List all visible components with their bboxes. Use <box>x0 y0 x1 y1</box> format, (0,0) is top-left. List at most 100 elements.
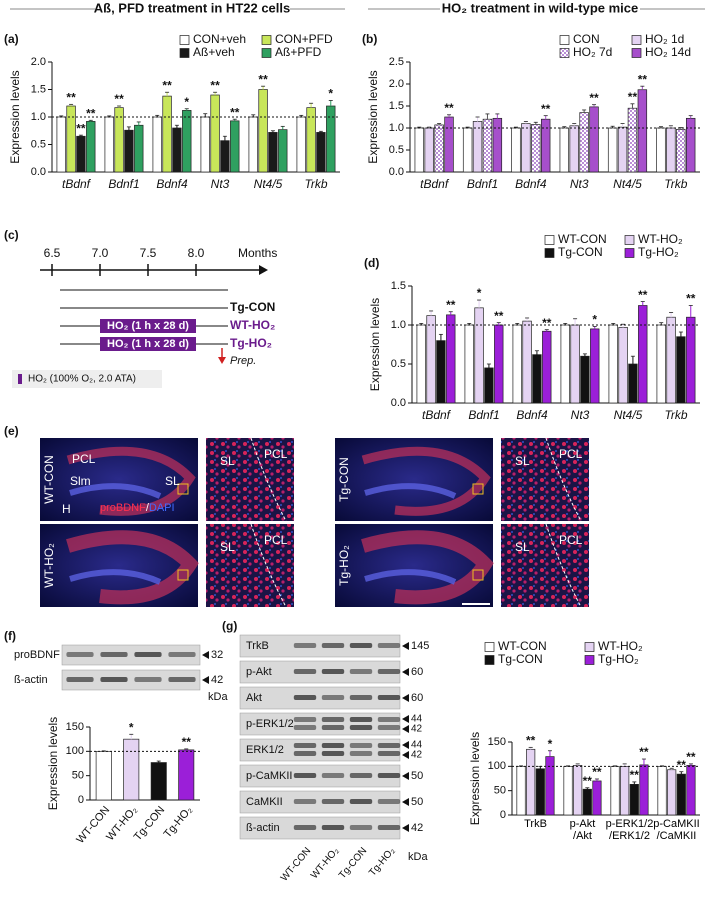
significance: ** <box>182 735 192 749</box>
kda-label: 32 <box>211 649 223 661</box>
legend-label: WT-CON <box>498 639 547 653</box>
bar <box>230 120 240 173</box>
blot-band <box>349 799 373 804</box>
blot-band <box>377 799 401 804</box>
x-tick-label: Nt3 <box>571 408 590 422</box>
blot-band <box>349 695 373 700</box>
bar <box>416 324 426 404</box>
x-tick-label: TrkB <box>524 818 547 830</box>
y-tick-label: 1.5 <box>31 83 46 95</box>
y-tick-label: 0.5 <box>391 358 406 370</box>
legend-label: WT-CON <box>558 232 607 246</box>
blot-band <box>349 743 373 748</box>
blot-band <box>293 799 317 804</box>
blot-band <box>100 677 128 682</box>
treatment-label: HO₂ (1 h x 28 d) <box>107 320 189 332</box>
y-tick-label: 50 <box>72 770 84 782</box>
bar <box>607 127 618 173</box>
lane-label: Tg-HO₂ <box>367 845 397 878</box>
bar <box>444 116 454 173</box>
bar <box>462 127 473 173</box>
significance: * <box>592 313 597 327</box>
group-label: WT-HO₂ <box>42 543 56 588</box>
bar <box>608 324 618 404</box>
roi-box <box>472 569 484 581</box>
stain-part: proBDNF <box>100 502 146 514</box>
blot-band <box>377 773 401 778</box>
panel-label: (f) <box>4 629 16 643</box>
blot-band <box>349 751 373 756</box>
bar <box>522 320 532 404</box>
blot-band <box>321 695 345 700</box>
bar <box>582 788 592 816</box>
treatment-label: HO₂ (1 h x 28 d) <box>107 338 189 350</box>
y-axis-label: Expression levels <box>8 70 22 163</box>
header: Aß, PFD treatment in HT22 cells <box>94 0 291 15</box>
lane-label: WT-CON <box>279 846 313 884</box>
bar <box>200 116 210 173</box>
bar <box>542 330 552 404</box>
legend-label: Tg-HO₂ <box>598 652 639 666</box>
bar <box>268 132 278 173</box>
bar <box>434 124 444 173</box>
timeline-tick-label: 7.0 <box>92 246 109 260</box>
bar <box>414 127 425 173</box>
blot-band <box>321 773 345 778</box>
y-tick-label: 1.0 <box>31 111 46 123</box>
zoom-label: PCL <box>559 447 583 461</box>
bar <box>446 314 456 404</box>
x-tick-label: Nt4/5 <box>613 177 642 191</box>
bar <box>516 765 526 816</box>
bar <box>570 324 580 404</box>
blot-band <box>377 717 401 722</box>
blot-band <box>377 643 401 648</box>
legend-swatch <box>544 248 555 258</box>
bar <box>76 135 86 173</box>
bar <box>86 121 96 173</box>
legend-swatch <box>631 35 642 45</box>
bar <box>511 127 521 173</box>
kda-label: 145 <box>411 640 429 652</box>
bar <box>210 94 220 173</box>
panel-label: (g) <box>222 619 237 633</box>
bar <box>590 328 600 404</box>
stain-part: / <box>146 502 150 514</box>
group-label: WT-CON <box>42 455 56 504</box>
y-tick-label: 0.0 <box>31 166 46 178</box>
arrow-icon <box>202 676 209 684</box>
x-tick-label: tBdnf <box>62 177 92 191</box>
x-tick-label: Nt4/5 <box>254 177 283 191</box>
significance: ** <box>541 102 551 116</box>
x-tick-label: Bdnf4 <box>515 177 547 191</box>
bar <box>474 307 484 404</box>
bar <box>592 780 602 816</box>
timeline-tick-label: 7.5 <box>140 246 157 260</box>
key-swatch <box>18 374 22 384</box>
arrow-icon <box>402 668 409 676</box>
dentate-band <box>69 483 162 499</box>
kda-label: 50 <box>411 796 423 808</box>
blot-band <box>293 643 317 648</box>
blot-band <box>321 743 345 748</box>
legend-label: Tg-CON <box>498 652 543 666</box>
legend-swatch <box>624 248 635 258</box>
legend-swatch <box>559 35 570 45</box>
legend-label: HO₂ 7d <box>573 45 612 59</box>
significance: ** <box>628 90 638 104</box>
blot-band <box>293 717 317 722</box>
significance: * <box>184 95 189 109</box>
significance: ** <box>638 72 648 86</box>
kda-label: 42 <box>211 674 223 686</box>
y-tick-label: 100 <box>66 745 84 757</box>
y-tick-label: 1.5 <box>389 100 404 112</box>
lane-label: Tg-CON <box>337 846 369 882</box>
significance: ** <box>446 298 456 312</box>
blot-band <box>377 825 401 830</box>
region-label: H <box>62 502 71 516</box>
zoom-micrograph <box>206 438 294 521</box>
blot-band <box>66 652 94 657</box>
timeline-arrow <box>259 265 268 275</box>
significance: ** <box>86 106 96 120</box>
